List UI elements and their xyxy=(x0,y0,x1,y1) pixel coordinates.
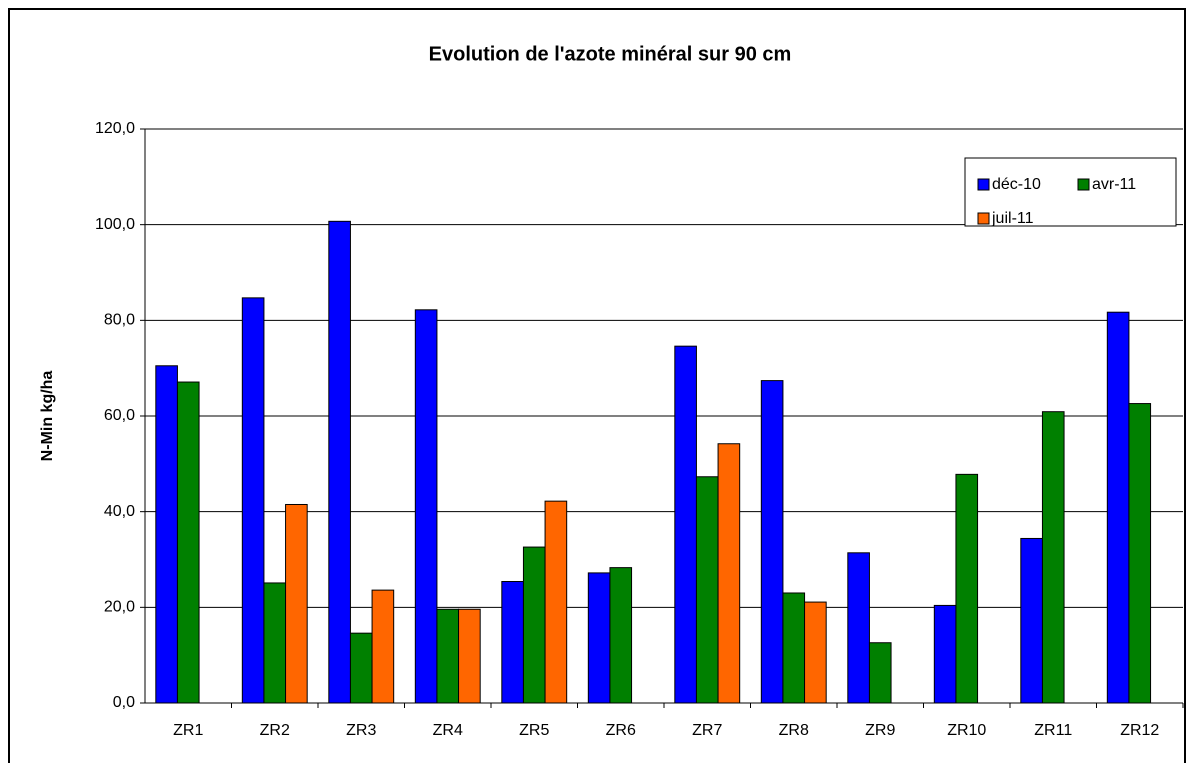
legend-label: juil-11 xyxy=(991,210,1034,227)
y-tick-label: 0,0 xyxy=(113,694,135,711)
bar xyxy=(328,220,351,704)
y-tick-label: 120,0 xyxy=(95,120,135,137)
bar xyxy=(1020,537,1043,704)
bar xyxy=(349,632,373,704)
bar xyxy=(371,589,395,704)
x-tick-label: ZR2 xyxy=(260,722,290,739)
bar xyxy=(501,581,524,704)
bar xyxy=(674,345,697,704)
legend-swatch xyxy=(1077,178,1090,191)
x-tick-label: ZR6 xyxy=(606,722,636,739)
bar xyxy=(717,443,741,704)
y-tick-label: 20,0 xyxy=(104,599,135,616)
y-tick-label: 100,0 xyxy=(95,216,135,233)
legend-box xyxy=(964,157,1177,227)
bar xyxy=(436,608,460,704)
bar xyxy=(933,604,957,704)
y-axis-label: N-Min kg/ha xyxy=(39,371,56,462)
bar xyxy=(1106,311,1130,704)
bar xyxy=(1041,411,1065,704)
bar xyxy=(782,592,806,704)
x-tick-label: ZR12 xyxy=(1120,722,1159,739)
bar xyxy=(587,572,611,704)
chart-title: Evolution de l'azote minéral sur 90 cm xyxy=(429,43,792,65)
bar xyxy=(609,567,633,704)
bar xyxy=(241,297,265,704)
y-tick-label: 60,0 xyxy=(104,407,135,424)
x-tick-label: ZR9 xyxy=(865,722,895,739)
x-tick-label: ZR11 xyxy=(1034,722,1072,739)
x-tick-label: ZR3 xyxy=(346,722,376,739)
bar xyxy=(1128,403,1152,704)
legend-swatch xyxy=(977,178,990,191)
bar xyxy=(804,601,827,704)
x-tick-label: ZR5 xyxy=(519,722,549,739)
bar xyxy=(176,381,200,704)
x-tick-label: ZR8 xyxy=(779,722,809,739)
bar xyxy=(955,473,979,704)
bar xyxy=(522,546,546,704)
x-tick-label: ZR1 xyxy=(173,722,203,739)
bar xyxy=(847,552,870,704)
x-tick-label: ZR4 xyxy=(433,722,463,739)
y-tick-label: 80,0 xyxy=(104,312,135,329)
bar xyxy=(285,503,308,704)
legend-label: déc-10 xyxy=(992,176,1041,193)
bar xyxy=(695,476,719,704)
x-tick-label: ZR10 xyxy=(947,722,986,739)
bar xyxy=(760,380,784,704)
bar xyxy=(458,608,481,704)
y-tick-label: 40,0 xyxy=(104,503,135,520)
bar xyxy=(263,582,287,704)
bar xyxy=(414,309,438,704)
bar xyxy=(544,500,568,704)
x-tick-label: ZR7 xyxy=(692,722,722,739)
bar xyxy=(868,642,892,704)
legend-label: avr-11 xyxy=(1092,176,1136,193)
legend-swatch xyxy=(977,212,990,225)
bar xyxy=(155,365,178,704)
